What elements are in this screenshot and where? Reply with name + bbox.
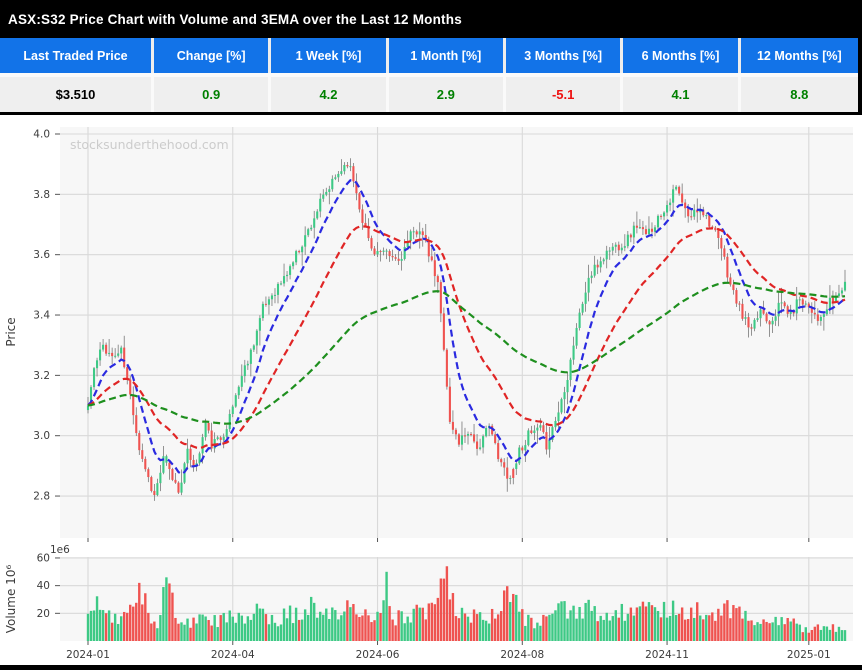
volume-offset-label: 1e6	[50, 544, 70, 556]
col-header-12-months: 12 Months [%]	[740, 38, 858, 73]
page-title: ASX:S32 Price Chart with Volume and 3EMA…	[8, 11, 462, 27]
stats-table-value-row: $3.510 0.9 4.2 2.9 -5.1 4.1 8.8	[0, 77, 858, 112]
volume-bars-layer	[86, 566, 847, 641]
svg-text:3.8: 3.8	[33, 189, 50, 201]
price-volume-figure: stocksunderthehood.com 2.8 3.0 3.2 3.4 3.6 3.8…	[0, 115, 862, 665]
col-header-6-months: 6 Months [%]	[623, 38, 741, 73]
value-12-months: 8.8	[740, 77, 858, 112]
svg-text:2024-11: 2024-11	[645, 649, 689, 661]
svg-text:2024-06: 2024-06	[356, 649, 400, 661]
svg-text:4.0: 4.0	[33, 129, 50, 141]
price-volume-chart: stocksunderthehood.com 2.8 3.0 3.2 3.4 3.6 3.8…	[0, 115, 862, 665]
value-3-months: -5.1	[506, 77, 624, 112]
value-6-months: 4.1	[623, 77, 741, 112]
axis-ticks	[55, 133, 810, 645]
value-1-week: 4.2	[271, 77, 389, 112]
ema-line-30	[87, 225, 846, 450]
volume-axis-label: Volume 10⁶	[4, 565, 18, 634]
value-last-traded-price: $3.510	[0, 77, 154, 112]
price-panel-background	[60, 127, 853, 538]
axis-tick-labels: 2.8 3.0 3.2 3.4 3.6 3.8 4.0 20 40 60 2024-01 2024-0…	[33, 129, 830, 662]
col-header-1-week: 1 Week [%]	[271, 38, 389, 73]
price-axis-label: Price	[4, 317, 18, 346]
svg-text:2025-01: 2025-01	[787, 649, 831, 661]
svg-text:60: 60	[37, 552, 50, 564]
divider	[0, 112, 862, 115]
svg-text:3.4: 3.4	[33, 310, 50, 322]
table-divider	[0, 73, 858, 77]
value-change: 0.9	[154, 77, 272, 112]
col-header-change: Change [%]	[154, 38, 272, 73]
watermark: stocksunderthehood.com	[70, 137, 229, 152]
stats-table: Last Traded Price Change [%] 1 Week [%] …	[0, 38, 858, 112]
svg-text:2.8: 2.8	[33, 491, 50, 503]
col-header-1-month: 1 Month [%]	[388, 38, 506, 73]
svg-text:2024-04: 2024-04	[211, 649, 255, 661]
svg-text:2024-01: 2024-01	[66, 649, 110, 661]
col-header-3-months: 3 Months [%]	[506, 38, 624, 73]
value-1-month: 2.9	[388, 77, 506, 112]
svg-text:2024-08: 2024-08	[500, 649, 544, 661]
svg-text:3.6: 3.6	[33, 249, 50, 261]
svg-text:20: 20	[37, 608, 50, 620]
ema-line-10	[87, 179, 846, 476]
col-header-last-traded-price: Last Traded Price	[0, 38, 154, 73]
svg-text:40: 40	[37, 580, 50, 592]
svg-text:3.0: 3.0	[33, 430, 50, 442]
stats-table-header-row: Last Traded Price Change [%] 1 Week [%] …	[0, 38, 858, 73]
ema-line-100	[87, 281, 846, 425]
candlestick-layer	[86, 158, 847, 501]
chart-title-bar: ASX:S32 Price Chart with Volume and 3EMA…	[0, 0, 862, 38]
svg-text:3.2: 3.2	[33, 370, 50, 382]
